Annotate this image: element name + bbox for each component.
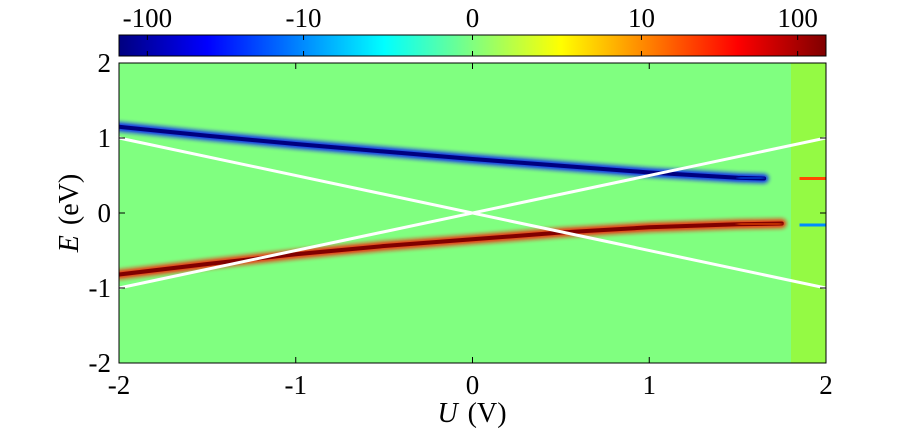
positive-band-core xyxy=(119,221,784,277)
x-tick-label: -1 xyxy=(285,370,308,400)
y-tick-label: 2 xyxy=(98,48,112,78)
x-axis-var: U xyxy=(437,398,459,429)
x-tick-label: -2 xyxy=(108,370,131,400)
y-tick-label: -2 xyxy=(89,348,112,378)
overlay-lines xyxy=(119,136,826,290)
x-axis-unit: (V) xyxy=(468,398,507,429)
negative-band-core xyxy=(119,124,767,181)
y-tick-label: 1 xyxy=(98,123,112,153)
colorbar-tick-label: 100 xyxy=(777,3,818,33)
positive-band-tail xyxy=(737,222,782,226)
x-tick-label: 2 xyxy=(819,370,833,400)
colorbar-tick-label: -100 xyxy=(123,3,173,33)
colorbar: -100 -10 0 10 100 xyxy=(118,3,827,57)
colorbar-tick-label: 0 xyxy=(466,3,480,33)
y-axis-label: E (eV) xyxy=(54,174,85,253)
positive-band xyxy=(119,219,787,279)
line-E-equals-minus-U-over-2 xyxy=(119,136,826,290)
colorbar-tick-label: -10 xyxy=(286,3,322,33)
heatmap-bands xyxy=(119,122,826,279)
y-tick-label: 0 xyxy=(98,198,112,228)
colorbar-ticks: -100 -10 0 10 100 xyxy=(123,3,818,56)
y-axis-unit: (eV) xyxy=(54,174,85,225)
colorbar-tick-label: 10 xyxy=(628,3,655,33)
y-axis-var: E xyxy=(54,235,85,253)
negative-band-tail xyxy=(737,176,765,180)
axis-ticks: -2 -1 0 1 2 -2 -1 0 1 2 xyxy=(89,48,833,400)
plot-area: -2 -1 0 1 2 -2 -1 0 1 2 xyxy=(89,48,833,400)
x-tick-label: 0 xyxy=(466,370,480,400)
y-tick-label: -1 xyxy=(89,273,112,303)
x-tick-label: 1 xyxy=(643,370,657,400)
x-axis-label: U (V) xyxy=(437,398,506,429)
negative-band xyxy=(119,122,769,183)
